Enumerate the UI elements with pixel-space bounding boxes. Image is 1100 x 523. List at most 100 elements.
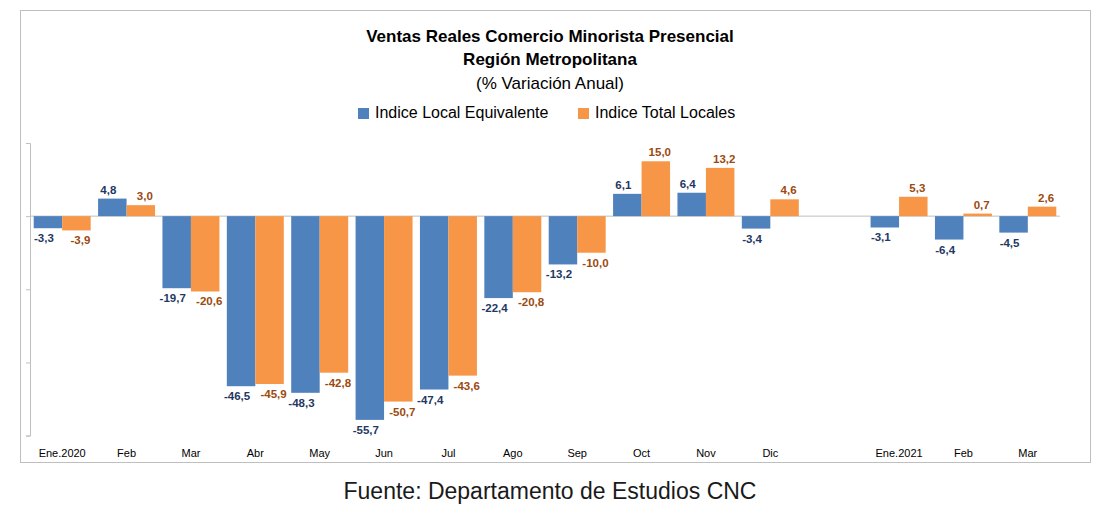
data-label: 6,1 — [615, 179, 632, 191]
x-tick-label: Oct — [633, 447, 650, 459]
bar — [642, 161, 670, 216]
x-tick-label: Jul — [441, 447, 455, 459]
x-tick: Ene.2020 — [39, 446, 86, 459]
y-tick-mark — [26, 289, 30, 290]
bar — [356, 216, 384, 420]
legend-swatch — [578, 108, 589, 119]
data-label: -45,9 — [260, 388, 286, 400]
x-tick-label: Dic — [762, 447, 778, 459]
chart-subtitle: (% Variación Anual) — [476, 74, 624, 93]
x-tick-label: Sep — [567, 447, 587, 459]
bar — [484, 216, 512, 298]
bar — [127, 205, 155, 216]
x-tick: Ene.2021 — [876, 446, 923, 459]
bar — [1028, 207, 1056, 217]
data-label: -47,4 — [417, 394, 444, 406]
bar — [742, 216, 770, 228]
x-tick: Mar — [181, 446, 200, 459]
source-note: Fuente: Departamento de Estudios CNC — [344, 478, 757, 504]
y-tick — [26, 216, 30, 217]
bar — [513, 216, 541, 292]
x-tick: May — [309, 446, 330, 459]
data-label: 0,7 — [974, 199, 990, 211]
bar — [677, 193, 705, 216]
data-label: -22,4 — [481, 302, 508, 314]
x-tick-label: Feb — [954, 447, 973, 459]
bar — [420, 216, 448, 389]
data-label: -48,3 — [288, 397, 314, 409]
x-tick: Oct — [633, 446, 650, 459]
data-label: -3,4 — [742, 233, 762, 245]
data-label: 15,0 — [649, 146, 671, 158]
data-label: -13,2 — [546, 268, 572, 280]
data-label: 5,3 — [909, 182, 925, 194]
y-tick — [26, 436, 30, 437]
bar — [98, 199, 126, 217]
data-label: -43,6 — [454, 380, 480, 392]
x-axis: Ene.2020 Feb Mar Abr May Jun Jul Ago Sep Oct Nov Di… — [39, 446, 1038, 459]
bar — [999, 216, 1027, 232]
x-tick: Feb — [954, 446, 973, 459]
x-tick: Sep — [567, 446, 587, 459]
data-label: -20,6 — [196, 295, 222, 307]
bar — [899, 197, 927, 216]
chart-title: Región Metropolitana — [463, 50, 637, 69]
bar — [706, 168, 734, 216]
bar — [227, 216, 255, 386]
x-tick-label: Ago — [503, 447, 523, 459]
x-tick-label: Nov — [696, 447, 716, 459]
data-label: 4,6 — [781, 184, 797, 196]
x-tick-label: Jun — [375, 447, 393, 459]
data-label: 3,0 — [137, 190, 153, 202]
bar — [613, 194, 641, 216]
x-tick-label: Ene.2021 — [876, 447, 923, 459]
chart-frame — [21, 11, 1091, 463]
x-tick: Jul — [441, 446, 455, 459]
legend-label: Indice Total Locales — [595, 104, 735, 121]
bar — [448, 216, 476, 375]
data-label: 4,8 — [100, 184, 117, 196]
data-label: -3,3 — [34, 232, 54, 244]
x-tick: Jun — [375, 446, 393, 459]
bar — [963, 214, 991, 217]
x-tick: Dic — [762, 446, 778, 459]
y-axis — [26, 144, 31, 437]
x-tick: Ago — [503, 446, 523, 459]
bar — [191, 216, 219, 291]
data-label: -50,7 — [389, 406, 415, 418]
data-label: -20,8 — [518, 296, 545, 308]
bar — [34, 216, 62, 228]
data-label: -55,7 — [353, 424, 379, 436]
x-tick-label: May — [309, 447, 330, 459]
data-label: 6,4 — [680, 178, 697, 190]
data-label: -4,5 — [1000, 237, 1020, 249]
y-tick-mark — [26, 216, 30, 217]
y-tick-mark — [26, 143, 30, 144]
chart: Ventas Reales Comercio Minorista Presenc… — [0, 0, 1100, 523]
bar — [770, 199, 798, 216]
x-tick: Abr — [247, 446, 264, 459]
bar — [62, 216, 90, 230]
y-tick-mark — [26, 362, 30, 363]
y-axis-line — [26, 144, 31, 437]
data-label: -42,8 — [325, 377, 352, 389]
bars — [34, 161, 1057, 420]
x-tick-label: Abr — [247, 447, 264, 459]
legend-label: Indice Local Equivalente — [375, 104, 549, 121]
bar — [935, 216, 963, 239]
x-tick-label: Mar — [1018, 447, 1037, 459]
x-tick-label: Feb — [117, 447, 136, 459]
x-tick-label: Ene.2020 — [39, 447, 86, 459]
data-label: -3,1 — [871, 231, 891, 243]
data-label: -6,4 — [935, 244, 955, 256]
data-label: 2,6 — [1038, 192, 1054, 204]
data-label: 13,2 — [713, 153, 735, 165]
bar — [871, 216, 899, 227]
bar — [162, 216, 190, 288]
x-tick: Mar — [1018, 446, 1037, 459]
legend-swatch — [358, 108, 369, 119]
y-tick — [26, 143, 30, 144]
y-tick-mark — [26, 436, 30, 437]
data-label: -3,9 — [71, 234, 91, 246]
bar — [255, 216, 283, 384]
